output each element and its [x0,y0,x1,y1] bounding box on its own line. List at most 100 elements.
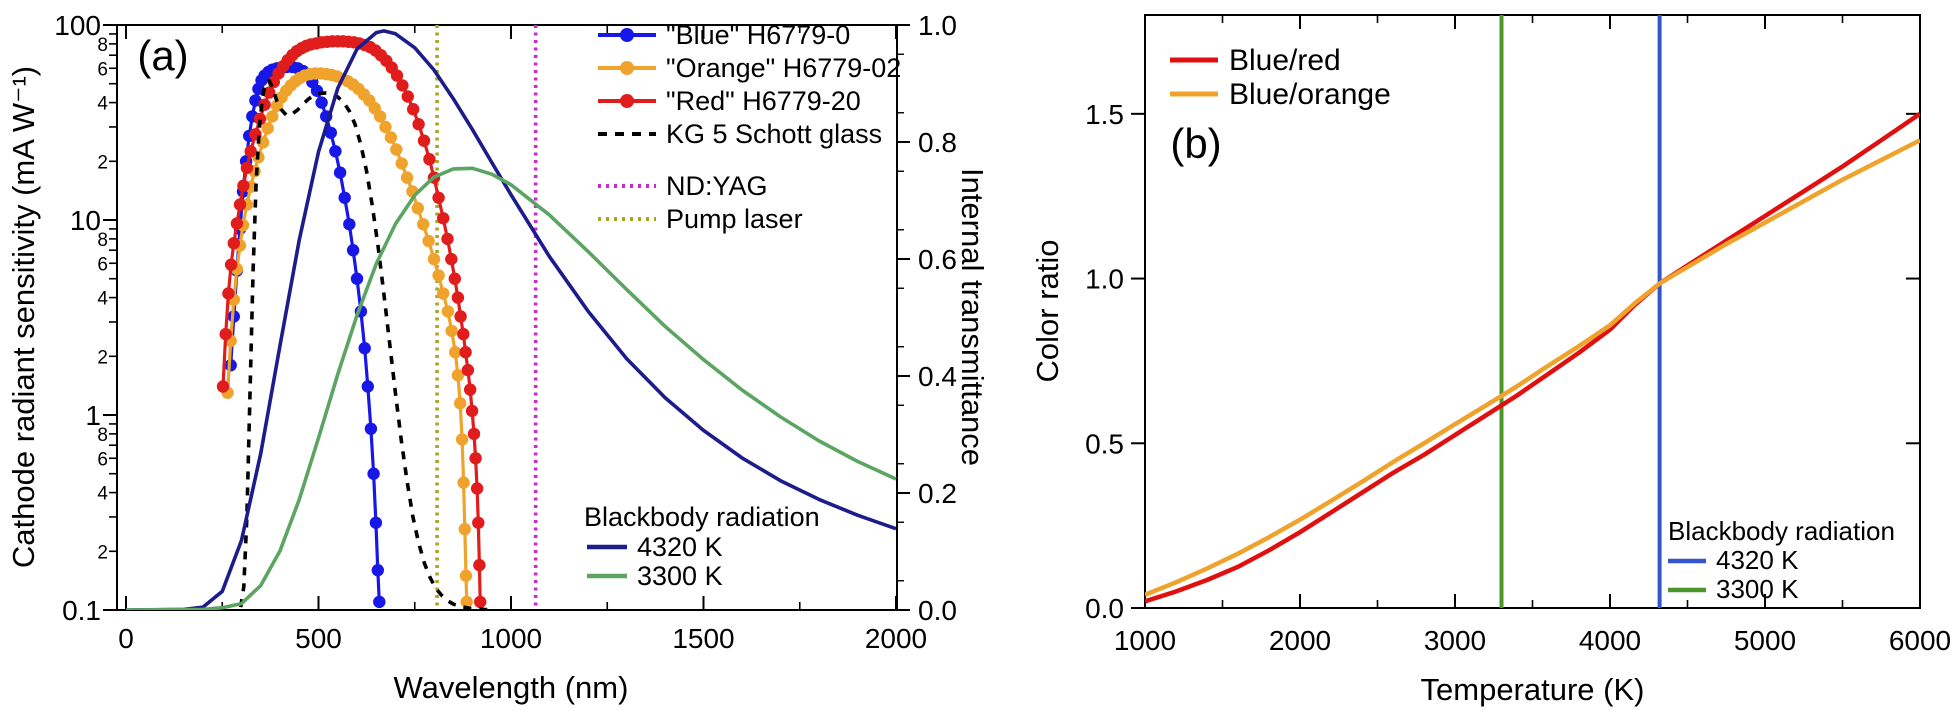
series-marker [224,258,238,271]
legend-label: Blue/orange [1229,78,1391,111]
legend-blackbody-heading: Blackbody radiation [584,502,820,532]
series-marker [227,237,240,250]
legend-label: 4320 K [1716,545,1799,575]
series-marker [451,369,465,382]
series-marker [367,467,380,480]
series-marker [459,346,472,359]
panel-b-series [1145,15,1920,608]
panel-b-x-axis-title: Temperature (K) [1421,672,1645,707]
y-right-label: 0.8 [918,127,957,158]
legend-glyph-dot [620,94,634,108]
legend-label: Pump laser [666,204,803,234]
series-marker [333,166,347,179]
x-tick-label: 2000 [1269,625,1331,656]
series-marker [395,157,408,170]
y-left-minor-label: 4 [97,484,108,505]
panel-a-x-axis-title: Wavelength (nm) [394,670,629,705]
legend-blackbody-heading: Blackbody radiation [1668,516,1895,546]
series-line-blue-orange [1145,138,1920,597]
y-right-label: 0.2 [918,478,957,509]
x-tick-label: 4000 [1579,625,1641,656]
series-marker [445,324,458,338]
series-marker [417,134,431,147]
x-tick-label: 1000 [1114,625,1176,656]
series-marker [412,118,425,131]
series-marker [427,252,441,266]
panel-a-y-right-axis-title: Internal transmittance [955,168,990,466]
series-marker [422,234,435,248]
legend-label: 4320 K [637,532,723,562]
x-tick-label: 2000 [865,623,927,654]
series-marker [401,90,414,103]
y-left-minor-label: 8 [97,35,108,56]
series-marker [467,427,481,441]
legend-glyph-dot [620,28,634,42]
series-marker [472,516,485,529]
x-tick-label: 3000 [1424,625,1486,656]
series-marker [465,404,479,418]
series-marker [343,218,356,231]
series-marker [346,244,360,257]
y-right-label: 1.0 [918,10,957,41]
series-marker [361,380,374,393]
series-marker [455,433,469,446]
legend-label: Blue/red [1229,44,1341,77]
series-marker [379,120,392,134]
series-marker [390,143,403,156]
series-marker [473,558,486,572]
series-marker [364,422,378,435]
y-left-minor-label: 8 [97,230,108,251]
series-marker [244,145,257,158]
y-right-label: 0.6 [918,244,957,275]
y-left-major-label: 0.5 [1085,428,1124,459]
legend-label: "Blue" H6779-0 [666,20,850,50]
y-left-minor-label: 6 [97,449,108,470]
series-marker [390,69,404,82]
y-left-major-label: 0.0 [1085,593,1124,624]
series-marker [448,272,461,285]
panel-b-axes: 1000 2000 3000 4000 5000 6000 0.0 0.5 1.0 1.5 [1085,15,1951,656]
series-marker [216,380,230,393]
series-marker [400,171,414,184]
series-line-kg-5-schott-glass [238,78,492,610]
y-left-minor-label: 6 [97,254,108,275]
series-marker [445,252,458,266]
series-marker [441,232,454,246]
series-marker [457,476,470,489]
series-marker [266,110,279,123]
panel-b: 1000 2000 3000 4000 5000 6000 0.0 0.5 1.0 1.5 (b) T… [1030,14,1951,707]
y-left-minor-label: 8 [97,425,108,446]
legend-label: "Orange" H6779-02 [666,53,901,83]
series-marker [454,310,467,323]
series-marker [253,112,267,126]
x-tick-label: 5000 [1734,625,1796,656]
series-line-3300-k [125,166,897,610]
legend-label: KG 5 Schott glass [666,119,882,149]
y-left-minor-label: 2 [97,542,108,563]
series-marker [371,564,384,577]
series-marker [329,145,342,158]
y-left-minor-label: 4 [97,289,108,310]
x-tick-label: 6000 [1889,625,1951,656]
series-marker [369,516,383,529]
series-marker [474,595,487,609]
y-right-label: 0.4 [918,361,957,392]
y-left-major-label: 1.5 [1085,99,1124,130]
y-left-major-label: 1.0 [1085,264,1124,295]
series-marker [261,122,274,135]
series-marker [350,272,364,285]
panel-b-plot-box [1144,14,1921,609]
series-marker [457,327,470,341]
legend-label: ND:YAG [666,171,768,201]
panel-b-y-axis-title: Color ratio [1030,240,1065,383]
series-marker [461,363,475,377]
panel-a-legend: "Blue" H6779-0"Orange" H6779-02"Red" H67… [584,20,901,591]
series-marker [417,218,430,231]
series-marker [411,202,424,215]
series-marker [454,397,467,410]
series-line-blue-red [1145,111,1920,604]
y-left-minor-label: 2 [97,347,108,368]
